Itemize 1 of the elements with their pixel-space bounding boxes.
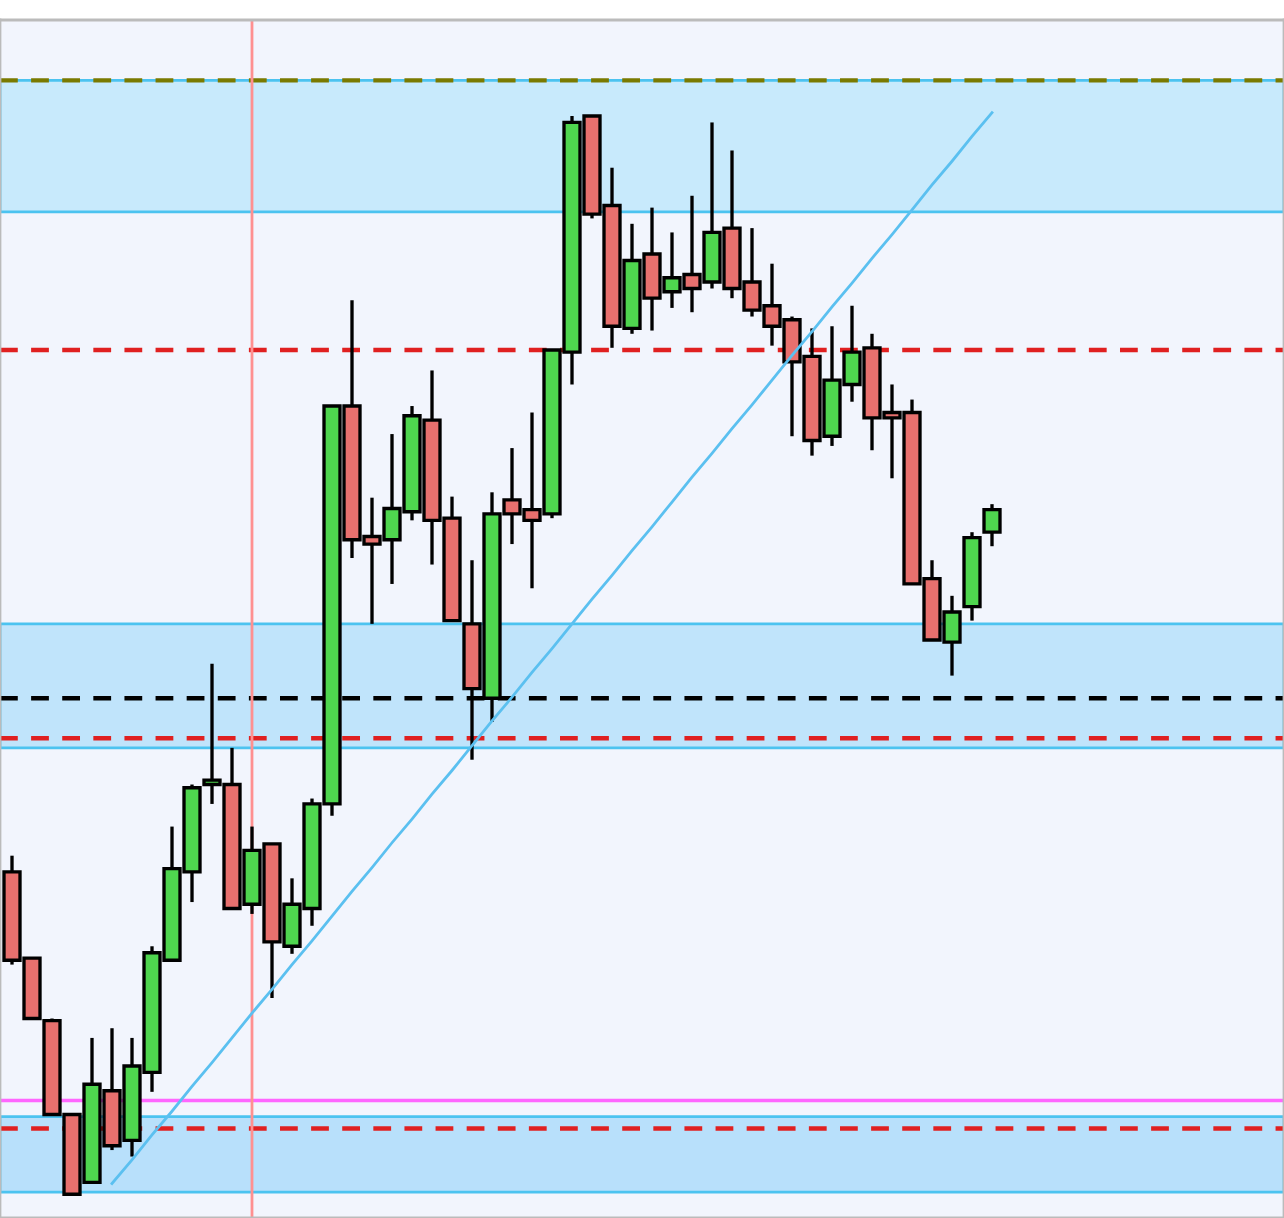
candlestick (982, 502, 1002, 548)
